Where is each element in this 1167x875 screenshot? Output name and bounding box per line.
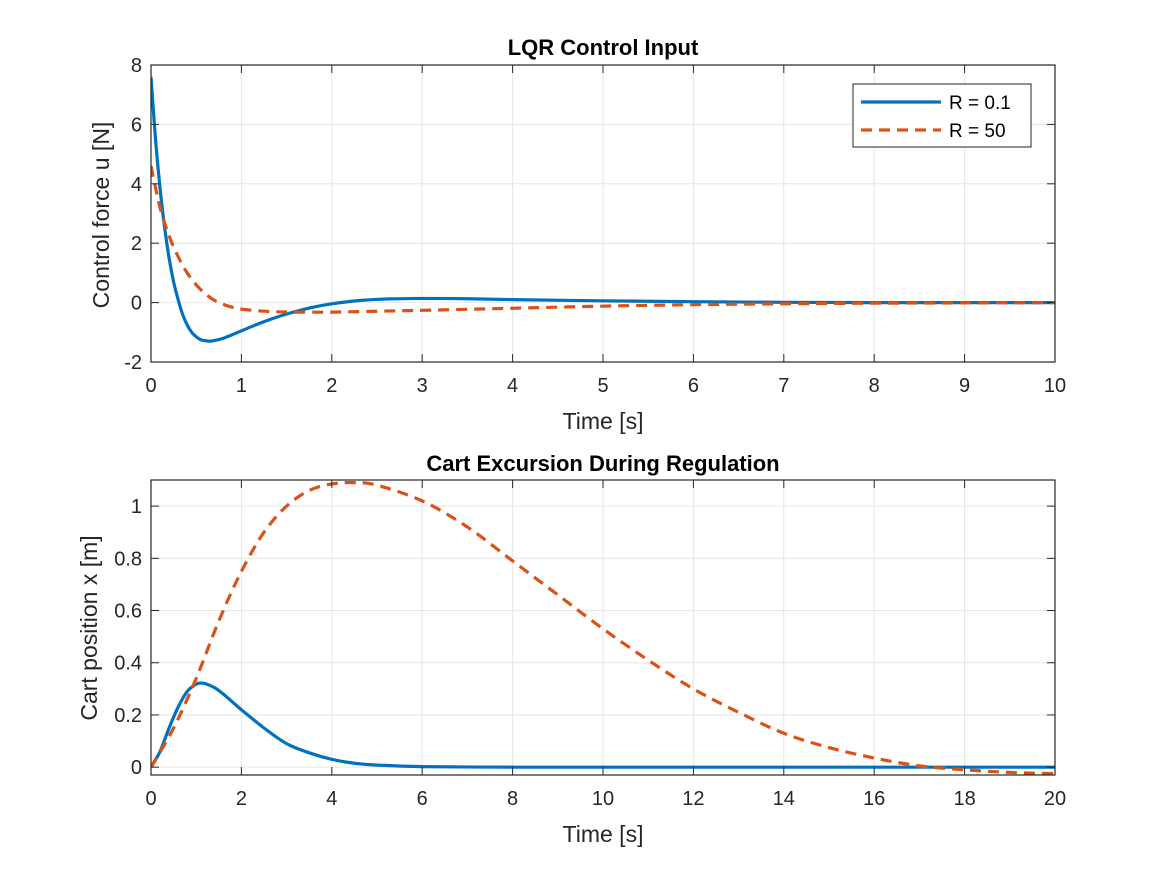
x-axis-label: Time [s] <box>563 408 644 434</box>
chart-title: LQR Control Input <box>508 35 699 60</box>
y-tick-label: -2 <box>124 352 142 374</box>
x-tick-label: 5 <box>597 375 608 397</box>
y-tick-label: 6 <box>131 114 142 136</box>
series-line-r-0-1 <box>151 76 1055 343</box>
x-tick-label: 4 <box>507 375 518 397</box>
x-tick-label: 2 <box>236 788 247 810</box>
x-tick-label: 16 <box>863 788 885 810</box>
y-axis-label: Cart position x [m] <box>76 535 102 720</box>
series-line-r-50 <box>151 165 1055 314</box>
x-tick-label: 8 <box>869 375 880 397</box>
y-tick-label: 1 <box>131 496 142 518</box>
series-line-r-0-1 <box>151 681 1055 769</box>
y-tick-label: 0.4 <box>114 653 142 675</box>
y-tick-label: 0.6 <box>114 601 142 623</box>
legend-label-r-0-1: R = 0.1 <box>949 93 1011 114</box>
x-tick-label: 14 <box>773 788 795 810</box>
x-tick-label: 0 <box>145 788 156 810</box>
control-input-plot: LQR Control Input Time [s] Control force… <box>88 35 1066 434</box>
x-tick-label: 3 <box>417 375 428 397</box>
x-axis-label: Time [s] <box>563 821 644 847</box>
legend-label-r-50: R = 50 <box>949 121 1006 142</box>
x-tick-label: 6 <box>688 375 699 397</box>
x-tick-label: 9 <box>959 375 970 397</box>
y-tick-label: 8 <box>131 55 142 77</box>
x-tick-label: 2 <box>326 375 337 397</box>
series-line-r-50 <box>151 480 1055 775</box>
y-axis-label: Control force u [N] <box>88 122 114 309</box>
x-tick-label: 4 <box>326 788 337 810</box>
legend-box <box>852 83 1032 148</box>
y-tick-label: 2 <box>131 233 142 255</box>
chart-title: Cart Excursion During Regulation <box>426 451 779 476</box>
x-tick-label: 20 <box>1044 788 1066 810</box>
y-tick-label: 0.2 <box>114 705 142 727</box>
y-tick-label: 0 <box>131 293 142 315</box>
x-tick-label: 10 <box>1044 375 1066 397</box>
x-tick-label: 10 <box>592 788 614 810</box>
cart-excursion-plot: Cart Excursion During Regulation Time [s… <box>76 451 1066 847</box>
legend: R = 0.1 R = 50 <box>852 83 1032 148</box>
x-tick-label: 18 <box>953 788 975 810</box>
x-tick-label: 1 <box>236 375 247 397</box>
y-tick-label: 0 <box>131 757 142 779</box>
x-tick-label: 12 <box>682 788 704 810</box>
x-tick-label: 6 <box>417 788 428 810</box>
x-tick-label: 8 <box>507 788 518 810</box>
x-tick-label: 7 <box>778 375 789 397</box>
x-tick-label: 0 <box>145 375 156 397</box>
y-tick-label: 0.8 <box>114 548 142 570</box>
y-tick-label: 4 <box>131 174 142 196</box>
